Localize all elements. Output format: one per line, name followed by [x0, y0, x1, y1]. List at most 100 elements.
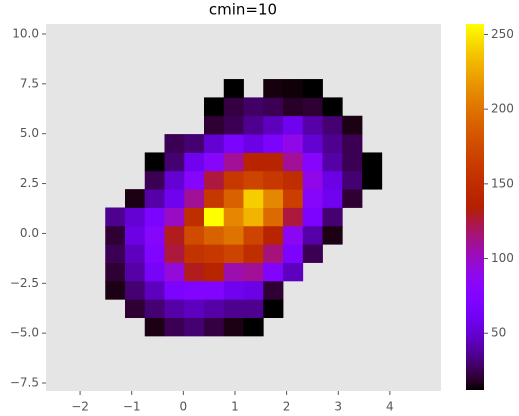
cell — [342, 115, 363, 135]
cell — [144, 262, 165, 282]
colorbar-tick-label: 200 — [491, 102, 514, 116]
x-tick-label: 2 — [283, 400, 291, 414]
cell — [144, 207, 165, 227]
cell — [243, 207, 264, 227]
cell — [342, 170, 363, 190]
y-tick-label: 0.0 — [20, 226, 39, 240]
cell — [263, 244, 284, 263]
cell — [243, 244, 264, 263]
cell — [164, 225, 185, 245]
cell — [223, 152, 244, 172]
cell — [302, 79, 323, 98]
cell — [243, 170, 264, 190]
x-tick-label: 1 — [231, 400, 239, 414]
cell — [223, 79, 244, 98]
cell — [322, 170, 343, 190]
cell — [184, 262, 205, 282]
cell — [204, 262, 225, 282]
cell — [243, 115, 264, 135]
cell — [125, 225, 146, 245]
cell — [302, 115, 323, 135]
x-tick-label: −1 — [123, 400, 141, 414]
cell — [105, 207, 126, 227]
cell — [164, 207, 185, 227]
cell — [243, 299, 264, 318]
cell — [144, 189, 165, 208]
cell — [144, 280, 165, 300]
cell — [184, 299, 205, 318]
cell — [204, 189, 225, 208]
cell — [263, 225, 284, 245]
cell — [263, 79, 284, 98]
cell — [184, 170, 205, 190]
cell — [263, 152, 284, 172]
cell — [283, 152, 304, 172]
cell — [223, 262, 244, 282]
colorbar-tick-label: 100 — [491, 251, 514, 265]
y-tick-label: −7.5 — [10, 376, 39, 390]
cell — [144, 317, 165, 337]
cell — [184, 189, 205, 208]
cell — [223, 280, 244, 300]
cell — [164, 152, 185, 172]
x-tick-label: 0 — [180, 400, 188, 414]
y-tick-label: 7.5 — [20, 76, 39, 90]
cell — [204, 317, 225, 337]
cell — [125, 244, 146, 263]
cell — [105, 225, 126, 245]
cell — [263, 115, 284, 135]
cell — [164, 189, 185, 208]
cell — [144, 299, 165, 318]
cell — [223, 299, 244, 318]
cell — [164, 299, 185, 318]
cell — [263, 207, 284, 227]
cell — [302, 97, 323, 117]
cell — [322, 207, 343, 227]
cell — [105, 262, 126, 282]
cell — [223, 225, 244, 245]
cell — [204, 134, 225, 153]
y-tick-label: 5.0 — [20, 126, 39, 140]
y-tick-label: 10.0 — [12, 26, 39, 40]
cell — [342, 189, 363, 208]
cell — [125, 207, 146, 227]
cell — [283, 189, 304, 208]
cell — [105, 280, 126, 300]
x-tick-label: 4 — [386, 400, 394, 414]
cell — [243, 280, 264, 300]
cell — [302, 152, 323, 172]
cell — [204, 115, 225, 135]
cell — [223, 189, 244, 208]
y-tick-label: −5.0 — [10, 326, 39, 340]
cell — [204, 299, 225, 318]
cell — [204, 152, 225, 172]
cell — [322, 152, 343, 172]
x-tick-label: 3 — [334, 400, 342, 414]
cell — [263, 170, 284, 190]
cell — [164, 262, 185, 282]
cell — [263, 299, 284, 318]
cell — [164, 244, 185, 263]
cell — [362, 170, 383, 190]
cell — [283, 207, 304, 227]
cell — [243, 152, 264, 172]
cell — [263, 262, 284, 282]
cell — [342, 152, 363, 172]
cell — [283, 225, 304, 245]
cell — [164, 317, 185, 337]
cell — [322, 134, 343, 153]
colorbar — [466, 24, 484, 390]
cell — [322, 115, 343, 135]
cell — [322, 189, 343, 208]
cell — [204, 244, 225, 263]
chart-title: cmin=10 — [209, 1, 277, 19]
cell — [283, 115, 304, 135]
cell — [302, 207, 323, 227]
cell — [164, 170, 185, 190]
cell — [283, 262, 304, 282]
cell — [263, 280, 284, 300]
cell — [342, 134, 363, 153]
cell — [283, 97, 304, 117]
cell — [302, 170, 323, 190]
cell — [164, 134, 185, 153]
